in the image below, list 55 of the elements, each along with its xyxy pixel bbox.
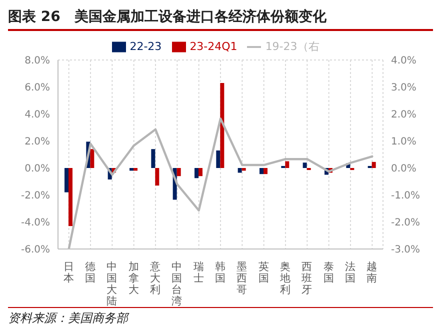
bar	[285, 161, 290, 168]
bar	[176, 168, 181, 176]
y2-tick-label: 0.0%	[391, 164, 416, 175]
y-tick-label: 2.0%	[24, 136, 50, 148]
y-tick-label: -4.0%	[20, 218, 50, 229]
bar	[155, 168, 160, 186]
legend-label: 23-24Q1	[190, 40, 238, 53]
y2-tick-label: 1.0%	[391, 136, 416, 148]
bar	[264, 168, 268, 174]
y-tick-label: 4.0%	[24, 110, 50, 121]
bar	[220, 82, 224, 168]
bar	[151, 149, 156, 168]
x-tick-label: 西班牙	[302, 261, 313, 296]
legend-label: 19-23（右	[265, 40, 320, 53]
x-tick-label: 瑞士	[193, 260, 204, 284]
legend-label: 22-23	[130, 40, 162, 53]
x-tick-label: 意大利	[149, 260, 161, 296]
x-tick-label: 英国	[258, 260, 270, 284]
y-tick-label: -6.0%	[20, 244, 50, 256]
bar	[372, 162, 376, 168]
x-tick-label: 德国	[85, 261, 96, 284]
x-tick-label: 法国	[345, 260, 356, 284]
x-tick-label: 中国大陆	[106, 260, 118, 308]
y-tick-label: 6.0%	[24, 82, 50, 94]
chart-title: 图表 26 美国金属加工设备进口各经济体份额变化	[8, 8, 433, 31]
bar	[302, 162, 307, 168]
y-tick-label: 8.0%	[24, 56, 50, 67]
bar	[216, 150, 220, 168]
y-tick-label: -2.0%	[20, 190, 50, 202]
y2-tick-label: 4.0%	[391, 56, 416, 67]
bar	[198, 168, 202, 176]
x-tick-label: 奥地利	[279, 261, 291, 296]
bar	[130, 168, 134, 171]
bar	[260, 168, 264, 174]
bar	[134, 168, 138, 171]
y2-tick-label: 3.0%	[391, 82, 416, 94]
bar	[68, 168, 72, 226]
bar	[64, 168, 68, 192]
bar	[242, 168, 246, 171]
x-tick-label: 日本	[63, 261, 74, 284]
bar	[238, 168, 242, 173]
y2-tick-label: -2.0%	[391, 218, 420, 229]
x-tick-label: 韩国	[215, 260, 226, 284]
x-tick-label: 中国台湾	[172, 260, 183, 308]
bar	[90, 149, 94, 168]
y2-tick-label: 2.0%	[391, 110, 416, 121]
x-tick-label: 泰国	[323, 261, 334, 284]
x-tick-label: 加拿大	[128, 260, 140, 296]
x-tick-label: 越南	[366, 260, 378, 284]
text: 资料来源：美国商务部	[8, 307, 433, 327]
bar	[194, 168, 198, 178]
y-tick-label: 0.0%	[24, 164, 50, 175]
x-tick-label: 墨西哥	[236, 261, 248, 296]
y2-tick-label: -1.0%	[391, 190, 420, 202]
y2-tick-label: -3.0%	[391, 244, 420, 256]
